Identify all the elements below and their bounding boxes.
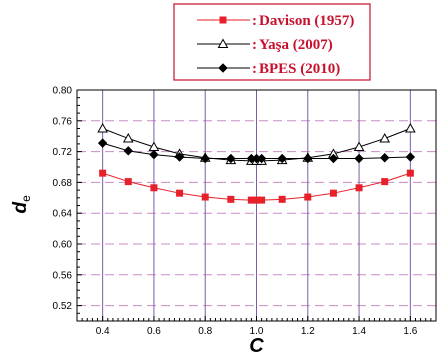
data-point	[124, 178, 132, 186]
y-tick-label: 0.76	[53, 116, 73, 127]
y-tick-label: 0.72	[53, 147, 73, 158]
data-point	[353, 141, 365, 151]
data-point	[355, 184, 363, 192]
data-point	[381, 178, 389, 186]
x-tick-label: 0.6	[147, 326, 161, 337]
data-point	[379, 132, 391, 143]
data-point	[150, 184, 158, 192]
data-point	[329, 189, 337, 197]
series-3	[97, 138, 416, 164]
legend-colon: :	[252, 13, 257, 29]
data-point	[405, 122, 416, 133]
data-point	[328, 153, 339, 164]
data-point	[227, 195, 235, 203]
axis-tick-labels: 0.4 0.6 0.8 1.0 1.2 1.4 1.6 0.52 0.56 0.60 0.64 0.6…	[53, 86, 418, 338]
y-tick-label: 0.56	[53, 270, 73, 281]
data-point	[303, 153, 313, 164]
data-point	[406, 169, 414, 177]
x-tick-label: 1.2	[301, 326, 315, 337]
data-point	[122, 132, 134, 143]
y-tick-label: 0.80	[53, 86, 73, 97]
axis-ticks	[76, 89, 437, 322]
y-tick-label: 0.52	[53, 301, 73, 312]
y-axis-title: de	[10, 195, 33, 214]
legend-label: Davison (1957)	[259, 13, 354, 29]
legend-entry: : BPES (2010)	[197, 61, 340, 77]
y-tick-label: 0.60	[53, 240, 73, 251]
data-point	[97, 138, 108, 148]
data-point	[200, 153, 210, 164]
y-tick-label: 0.68	[53, 178, 73, 189]
x-tick-label: 1.4	[352, 326, 366, 337]
data-point	[258, 196, 266, 204]
y-axis-title-main: d	[10, 202, 31, 214]
data-point	[97, 122, 108, 133]
legend-entry: : Yaşa (2007)	[197, 37, 333, 53]
x-tick-label: 0.8	[198, 326, 212, 337]
legend-box	[173, 3, 371, 81]
data-point	[354, 153, 364, 164]
legend-label: BPES (2010)	[259, 61, 340, 77]
data-point	[278, 195, 286, 203]
data-point	[123, 146, 133, 156]
data-point	[176, 189, 184, 197]
y-axis-title-subscript: e	[19, 195, 33, 202]
x-axis-title: C	[249, 335, 264, 357]
legend-label: Yaşa (2007)	[259, 37, 333, 53]
legend-swatch-marker	[218, 63, 228, 73]
data-point	[304, 193, 312, 201]
x-tick-label: 1.0	[250, 326, 264, 337]
legend-swatch-marker	[217, 38, 229, 48]
data-point	[405, 152, 416, 162]
data-point	[174, 152, 185, 162]
grid	[77, 90, 436, 321]
data-point	[256, 153, 267, 164]
legend: : Davison (1957): Yaşa (2007): BPES (2010)	[173, 3, 371, 81]
legend-colon: :	[252, 37, 257, 53]
data-point	[99, 169, 107, 177]
legend-colon: :	[252, 61, 257, 77]
legend-entry: : Davison (1957)	[197, 13, 354, 29]
data-point	[277, 153, 287, 164]
data-point	[201, 193, 209, 201]
y-tick-label: 0.64	[53, 209, 73, 220]
x-tick-label: 1.6	[403, 326, 417, 337]
data-point	[148, 141, 160, 151]
series-group	[97, 122, 416, 204]
data-point	[380, 153, 390, 163]
series-1	[99, 169, 414, 204]
x-tick-label: 0.4	[96, 326, 110, 337]
data-point	[149, 149, 159, 160]
legend-swatch-marker	[219, 16, 227, 24]
data-point	[226, 153, 236, 164]
